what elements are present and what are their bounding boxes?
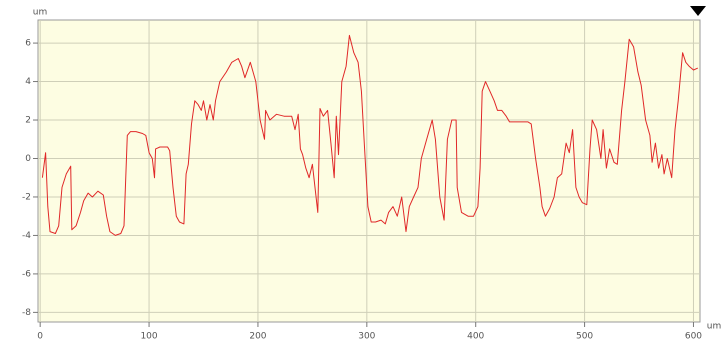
y-tick-label: 6: [25, 39, 31, 49]
x-tick-label: 100: [140, 332, 157, 342]
x-tick-label: 600: [685, 332, 702, 342]
y-tick-label: -6: [22, 269, 31, 279]
y-tick-label: 0: [25, 154, 31, 164]
y-axis-label: um: [33, 8, 47, 18]
x-tick-label: 400: [467, 332, 484, 342]
x-axis-label: um: [707, 322, 721, 332]
profile-line: [41, 34, 699, 236]
x-tick-label: 300: [358, 332, 375, 342]
plot-area: [37, 19, 701, 323]
y-tick-label: -2: [22, 192, 31, 202]
y-tick-label: -4: [22, 231, 31, 241]
y-tick-label: -8: [22, 308, 31, 318]
y-tick-label: 2: [25, 116, 31, 126]
y-tick-label: 4: [25, 77, 31, 87]
x-tick-label: 200: [249, 332, 266, 342]
x-tick-label: 0: [37, 332, 43, 342]
menu-arrow[interactable]: [690, 6, 706, 16]
x-tick-label: 500: [576, 332, 593, 342]
